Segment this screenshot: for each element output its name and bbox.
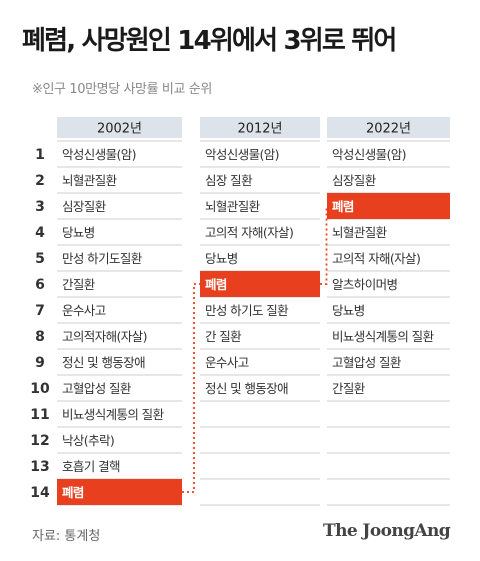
highlight-item-label: 폐렴 [205,277,227,292]
highlight-connector [182,283,200,493]
highlight-item-label: 폐렴 [332,199,354,214]
page-title: 폐렴, 사망원인 14위에서 3위로 뛰어 [22,26,397,56]
cause-label: 고의적 자해(자살) [332,251,420,266]
column-header-year: 2002년 [97,122,142,137]
cause-label: 운수사고 [205,355,249,370]
source-note: 자료: 통계청 [32,529,101,544]
brand-logo: The JoongAng [323,521,451,541]
cause-label: 정신 및 행동장애 [62,355,145,370]
chart-subtitle: ※인구 10만명당 사망률 비교 순위 [32,82,212,97]
column-header-bg [57,117,182,138]
rank-label: 4 [35,225,45,241]
rank-label: 12 [30,433,49,449]
cause-label: 고의적 자해(자살) [205,225,293,240]
column-header-bg [327,117,450,138]
highlight-item-label: 폐렴 [62,485,84,500]
highlight-connector [320,205,328,285]
rank-label: 14 [30,485,50,501]
cause-label: 당뇨병 [62,225,95,240]
cause-label: 당뇨병 [332,303,365,318]
rank-label: 3 [35,199,45,215]
highlight-cell [327,193,450,219]
rank-label: 13 [30,459,49,475]
cause-label: 심장 질환 [205,173,253,188]
cause-label: 비뇨생식계통의 질환 [332,329,435,344]
cause-label: 정신 및 행동장애 [205,381,288,396]
cause-label: 고의적자해(자살) [62,329,147,344]
cause-label: 뇌혈관질환 [62,173,118,188]
highlight-cell [200,271,320,297]
rank-label: 8 [35,329,45,345]
cause-label: 악성신생물(암) [205,147,279,162]
cause-label: 뇌혈관질환 [205,199,261,214]
cause-label: 악성신생물(암) [62,147,136,162]
rank-label: 9 [35,355,45,371]
cause-label: 운수사고 [62,303,106,318]
cause-label: 호흡기 결핵 [62,459,120,474]
cause-label: 만성 하기도 질환 [205,303,289,318]
column-header-year: 2012년 [237,122,282,137]
cause-label: 뇌혈관질환 [332,225,388,240]
cause-label: 만성 하기도질환 [62,251,143,266]
rank-label: 1 [35,147,45,163]
cause-label: 알츠하이머병 [332,277,397,292]
cause-label: 비뇨생식계통의 질환 [62,407,165,422]
cause-label: 고혈압성 질환 [62,381,132,396]
rank-label: 6 [35,277,45,293]
cause-label: 낙상(추락) [62,433,114,448]
rank-label: 5 [35,251,45,267]
column-header-bg [200,117,320,138]
cause-label: 고혈압성 질환 [332,355,402,370]
cause-label: 간 질환 [205,329,242,344]
cause-label: 간질환 [332,381,366,396]
cause-label: 심장질환 [332,173,377,188]
rank-label: 7 [35,303,45,319]
highlight-cell [57,479,182,505]
rank-label: 10 [30,381,50,397]
cause-label: 당뇨병 [205,251,238,266]
cause-label: 악성신생물(암) [332,147,406,162]
column-header-year: 2022년 [366,122,411,137]
cause-label: 심장질환 [62,199,107,214]
cause-label: 간질환 [62,277,96,292]
rank-label: 2 [35,173,45,189]
rank-label: 11 [30,407,49,423]
